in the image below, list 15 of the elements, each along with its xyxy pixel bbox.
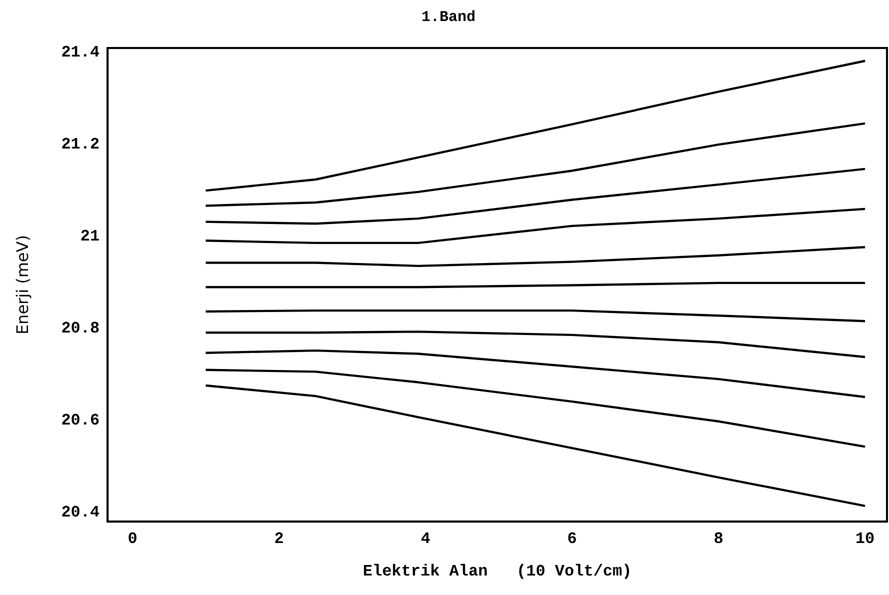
y-tick-label: 21.2 [61, 136, 100, 154]
x-tick-label: 10 [855, 530, 875, 548]
x-tick-label: 0 [128, 530, 138, 548]
x-axis-title: Elektrik Alan (10 Volt/cm) [362, 562, 632, 580]
y-tick-label: 20.4 [61, 503, 100, 522]
chart-title: 1.Band [421, 8, 476, 26]
y-tick-label: 20.8 [61, 320, 100, 338]
y-tick-label: 21.4 [61, 44, 100, 62]
x-tick-label: 2 [274, 530, 284, 548]
x-tick-label: 4 [420, 530, 431, 548]
y-tick-label: 20.6 [61, 411, 100, 430]
x-tick-label: 6 [567, 530, 577, 548]
x-tick-label: 8 [714, 530, 724, 548]
y-axis-title: Enerji (meV) [12, 235, 32, 335]
y-tick-label: 21 [80, 228, 100, 246]
